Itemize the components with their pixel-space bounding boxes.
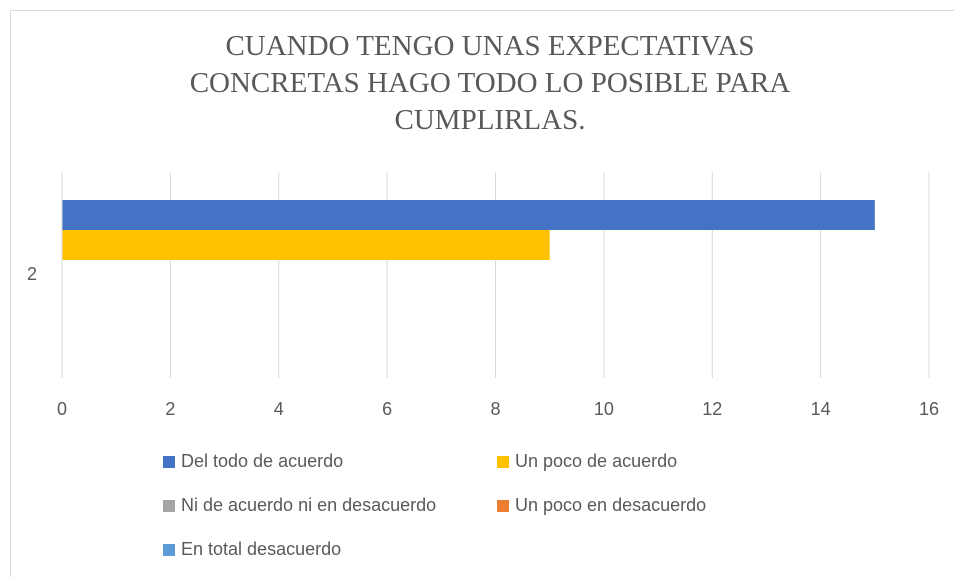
legend-label: En total desacuerdo <box>181 539 341 559</box>
legend-swatch <box>497 456 509 468</box>
legend-label: Un poco de acuerdo <box>515 451 677 471</box>
chart-border <box>10 10 954 577</box>
x-tick-label: 2 <box>165 399 175 419</box>
legend-swatch <box>163 500 175 512</box>
x-tick-label: 0 <box>57 399 67 419</box>
chart-title: CUANDO TENGO UNAS EXPECTATIVAS CONCRETAS… <box>189 30 791 136</box>
x-tick-label: 6 <box>382 399 392 419</box>
bar <box>62 200 875 230</box>
legend-swatch <box>497 500 509 512</box>
bar <box>62 230 550 260</box>
x-tick-label: 14 <box>811 399 831 419</box>
y-tick-label: 2 <box>27 264 37 284</box>
x-tick-label: 12 <box>702 399 722 419</box>
x-tick-label: 4 <box>274 399 284 419</box>
legend-label: Ni de acuerdo ni en desacuerdo <box>181 495 436 515</box>
legend-swatch <box>163 456 175 468</box>
x-tick-label: 16 <box>919 399 939 419</box>
legend-label: Del todo de acuerdo <box>181 451 343 471</box>
x-tick-label: 10 <box>594 399 614 419</box>
legend-swatch <box>163 544 175 556</box>
x-tick-label: 8 <box>490 399 500 419</box>
legend-label: Un poco en desacuerdo <box>515 495 706 515</box>
